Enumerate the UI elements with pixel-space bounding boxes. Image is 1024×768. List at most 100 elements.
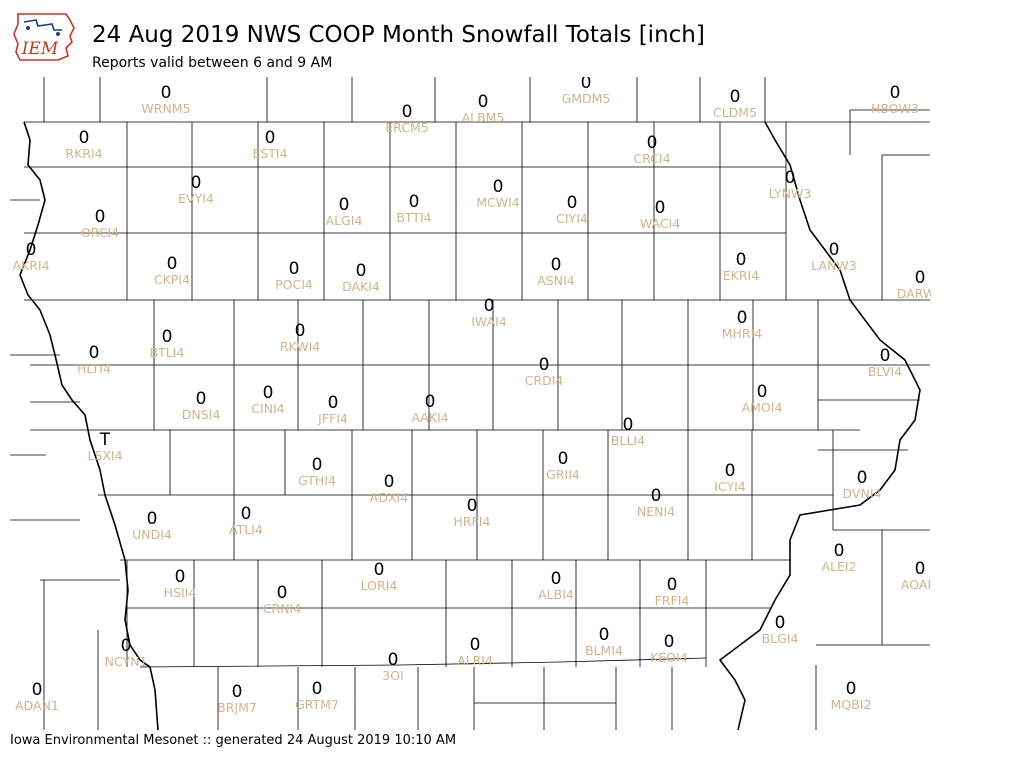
station-value: 0 — [95, 207, 106, 227]
station-value: 0 — [775, 613, 786, 633]
station-value: 0 — [725, 461, 736, 481]
station-id: AKRI4 — [12, 258, 49, 273]
station-value: 0 — [737, 308, 748, 328]
station-DARW3: 0DARW3 — [897, 268, 931, 301]
station-id: DARW3 — [897, 286, 931, 301]
station-value: 0 — [263, 383, 274, 403]
station-id: GTHI4 — [298, 473, 336, 488]
station-id: BLMI4 — [585, 643, 623, 658]
station-id: ALGI4 — [326, 213, 363, 228]
station-value: 0 — [880, 346, 891, 366]
station-value: 0 — [736, 250, 747, 270]
station-id: AMOI4 — [742, 400, 783, 415]
station-value: 0 — [388, 650, 399, 670]
station-id: HBOW3 — [871, 101, 919, 116]
station-id: DAKI4 — [342, 279, 380, 294]
station-value: 0 — [312, 679, 323, 699]
station-value: 0 — [289, 259, 300, 279]
station-value: 0 — [175, 567, 186, 587]
station-id: HSII4 — [164, 585, 197, 600]
station-value: T — [99, 430, 111, 450]
station-id: CRCI4 — [633, 151, 670, 166]
station-id: CIYI4 — [556, 211, 588, 226]
page-subtitle: Reports valid between 6 and 9 AM — [92, 55, 333, 71]
station-value: 0 — [167, 254, 178, 274]
station-value: 0 — [890, 83, 901, 103]
station-id: BLGI4 — [762, 631, 799, 646]
station-value: 0 — [599, 625, 610, 645]
station-id: LYNW3 — [769, 186, 812, 201]
station-id: CLDM5 — [713, 105, 757, 120]
station-id: NCYN1 — [105, 654, 148, 669]
station-id: LORI4 — [361, 578, 398, 593]
station-value: 0 — [241, 504, 252, 524]
station-value: 0 — [655, 198, 666, 218]
station-value: 0 — [339, 195, 350, 215]
station-value: 0 — [191, 173, 202, 193]
station-value: 0 — [551, 255, 562, 275]
station-value: 0 — [409, 192, 420, 212]
station-value: 0 — [757, 382, 768, 402]
station-value: 0 — [567, 193, 578, 213]
county-boundaries — [10, 77, 930, 730]
station-id: NENI4 — [637, 504, 675, 519]
station-id: RKWI4 — [280, 339, 320, 354]
station-value: 0 — [834, 541, 845, 561]
station-id: ASNI4 — [537, 273, 575, 288]
station-layer: 0WRNM50GMDM50ERCM50ALBM50CLDM50HBOW30RKR… — [12, 77, 931, 715]
station-value: 0 — [829, 240, 840, 260]
station-value: 0 — [467, 496, 478, 516]
station-id: FRFI4 — [655, 593, 690, 608]
station-id: ATLI4 — [229, 522, 263, 537]
station-value: 0 — [265, 128, 276, 148]
station-AOAI2: 0AOAI2 — [901, 559, 931, 592]
station-value: 0 — [121, 636, 132, 656]
station-value: 0 — [356, 261, 367, 281]
station-value: 0 — [26, 240, 37, 260]
station-value: 0 — [79, 128, 90, 148]
station-id: MHRI4 — [722, 326, 763, 341]
station-value: 0 — [425, 392, 436, 412]
station-id: WRNM5 — [141, 101, 190, 116]
station-value: 0 — [558, 449, 569, 469]
station-id: BRJM7 — [217, 700, 257, 715]
station-value: 0 — [730, 87, 741, 107]
station-id: ESTI4 — [252, 146, 287, 161]
station-value: 0 — [478, 92, 489, 112]
station-value: 0 — [857, 468, 868, 488]
station-value: 0 — [161, 83, 172, 103]
station-id: ALBI4 — [538, 587, 574, 602]
station-value: 0 — [277, 583, 288, 603]
station-id: WACI4 — [640, 216, 680, 231]
station-id: ERCM5 — [385, 120, 428, 135]
station-value: 0 — [623, 415, 634, 435]
station-value: 0 — [147, 509, 158, 529]
